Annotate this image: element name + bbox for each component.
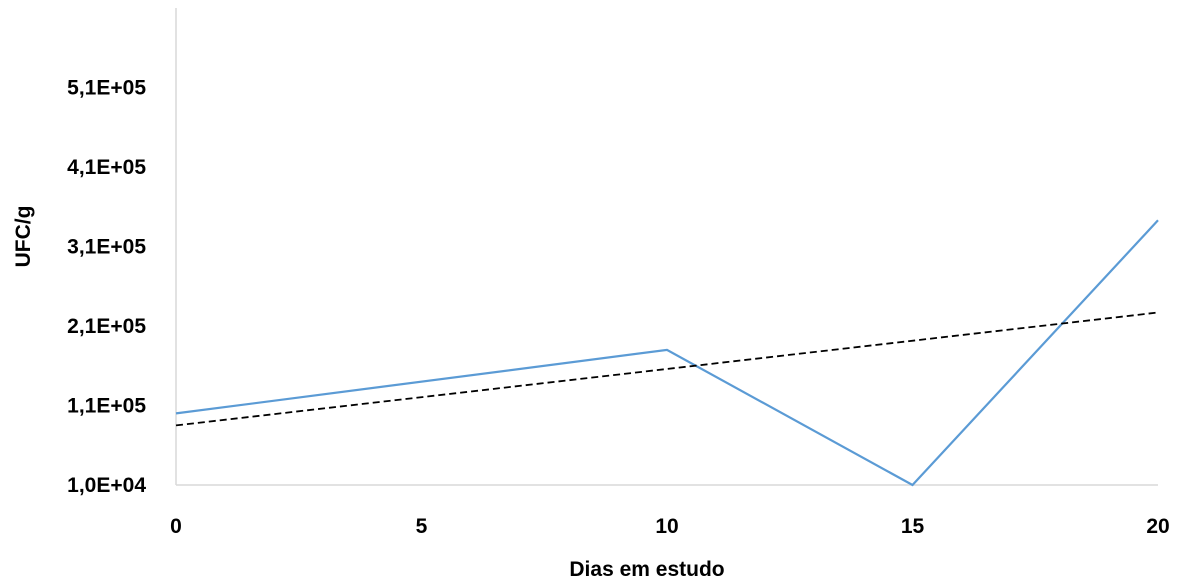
trendline [175, 311, 1159, 427]
y-tick-label: 2,1E+05 [67, 315, 146, 338]
series-line [175, 219, 1159, 487]
y-axis-title: UFC/g [12, 206, 35, 268]
y-tick-label: 4,1E+05 [67, 156, 146, 179]
x-tick-label: 20 [1146, 515, 1169, 538]
x-tick-label: 10 [655, 515, 678, 538]
x-tick-label: 5 [416, 515, 428, 538]
y-tick-label: 1,1E+05 [67, 395, 146, 418]
y-tick-label: 3,1E+05 [67, 236, 146, 259]
series-layer [175, 219, 1159, 487]
x-tick-label: 0 [170, 515, 182, 538]
x-axis-title: Dias em estudo [569, 558, 724, 581]
y-tick-labels: 1,0E+04 1,1E+05 2,1E+05 3,1E+05 4,1E+05 5,1E+… [67, 77, 146, 498]
x-tick-labels: 0 5 10 15 20 [170, 515, 1170, 538]
x-tick-label: 15 [901, 515, 925, 538]
y-tick-label: 5,1E+05 [67, 77, 146, 100]
y-tick-label: 1,0E+04 [67, 474, 146, 497]
axes [175, 8, 1158, 486]
